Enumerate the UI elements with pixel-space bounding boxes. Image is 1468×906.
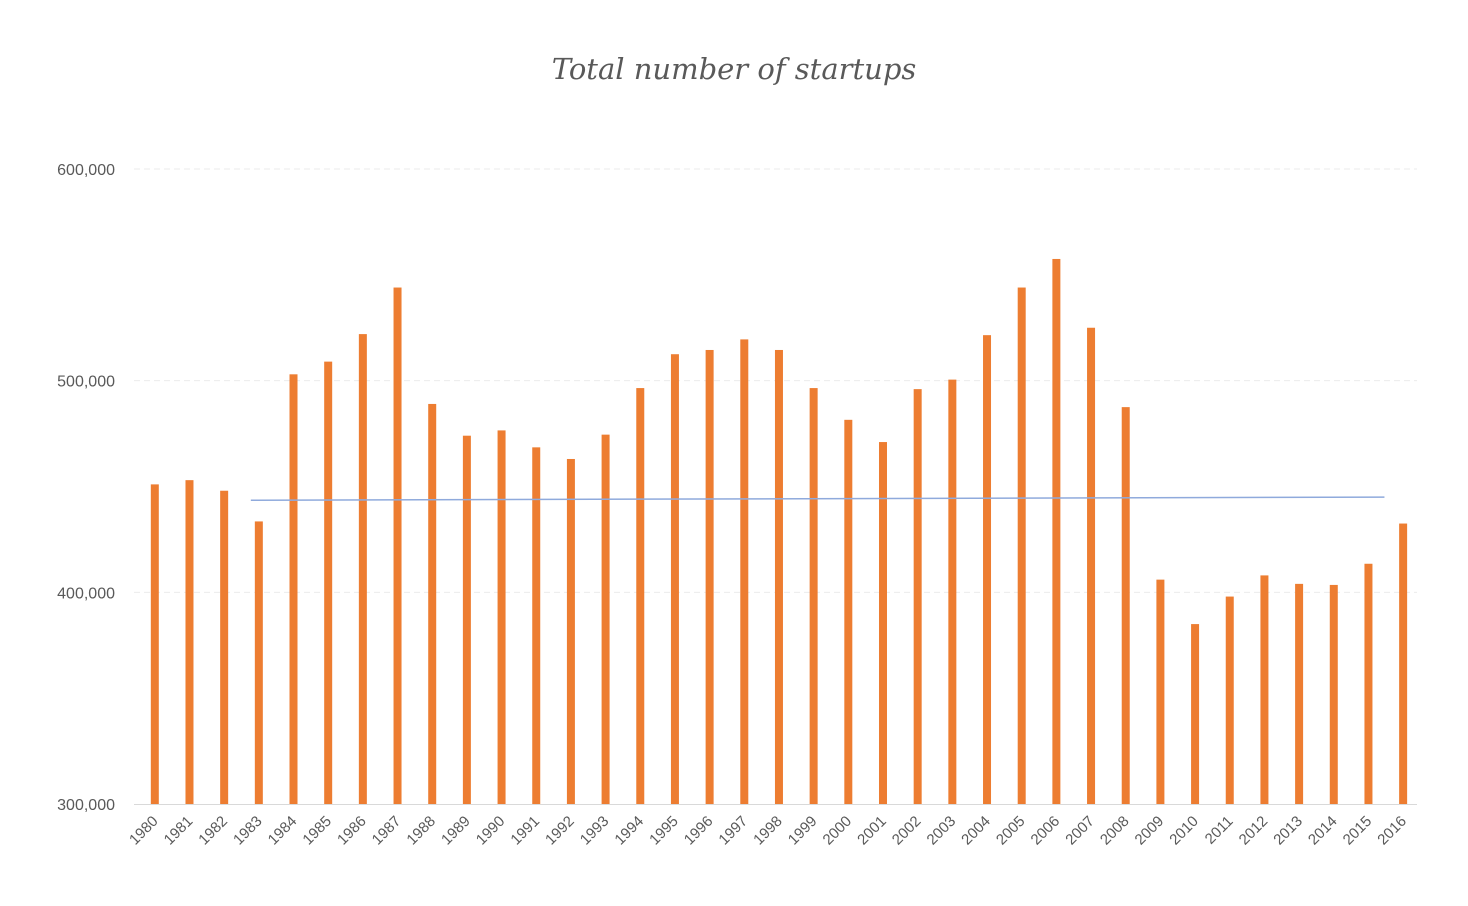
x-tick-label: 1996 (681, 813, 717, 849)
x-tick-label: 1983 (230, 813, 266, 849)
bar (358, 334, 367, 804)
x-tick-label: 1993 (577, 813, 613, 849)
bar (324, 361, 333, 804)
x-tick-label: 2009 (1132, 813, 1168, 849)
bar (185, 480, 194, 804)
x-tick-label: 1985 (299, 813, 335, 849)
bar (670, 354, 679, 804)
chart-title: Total number of startups (551, 52, 917, 86)
x-tick-label: 2006 (1028, 813, 1064, 849)
bar (566, 458, 575, 804)
bar (1329, 584, 1338, 804)
x-tick-label: 2013 (1270, 813, 1306, 849)
bar (393, 287, 402, 804)
bar (1295, 583, 1304, 804)
x-tick-label: 2012 (1236, 813, 1272, 849)
x-tick-label: 1992 (542, 813, 578, 849)
bar (1156, 579, 1165, 804)
x-tick-label: 1982 (195, 813, 231, 849)
y-tick-label: 600,000 (57, 162, 115, 179)
x-tick-label: 2007 (1062, 813, 1098, 849)
bar (1399, 523, 1408, 804)
bar (1364, 563, 1373, 804)
bar (878, 442, 887, 804)
bar (601, 434, 610, 804)
bar (983, 335, 992, 804)
x-tick-label: 2015 (1340, 813, 1376, 849)
y-tick-label: 500,000 (57, 374, 115, 391)
x-tick-label: 2000 (820, 813, 856, 849)
x-tick-label: 2001 (854, 813, 890, 849)
x-tick-label: 2005 (993, 813, 1029, 849)
x-tick-label: 1981 (161, 813, 197, 849)
bar (150, 484, 159, 804)
x-tick-label: 1986 (334, 813, 370, 849)
x-tick-label: 1995 (646, 813, 682, 849)
bar (1260, 575, 1269, 804)
bar (1017, 287, 1026, 804)
y-tick-label: 400,000 (57, 585, 115, 602)
x-tick-label: 1998 (750, 813, 786, 849)
x-tick-label: 1989 (438, 813, 474, 849)
bar (220, 490, 229, 804)
bar (1225, 596, 1234, 804)
x-tick-label: 2010 (1166, 813, 1202, 849)
x-tick-label: 2004 (958, 813, 994, 849)
bar (1191, 624, 1200, 804)
bar (532, 447, 541, 804)
bar (705, 349, 714, 804)
bar (948, 379, 957, 804)
x-tick-label: 1987 (369, 813, 405, 849)
x-tick-label: 2011 (1202, 813, 1237, 848)
x-tick-label: 1991 (507, 813, 543, 849)
bar (462, 435, 471, 804)
bar (1087, 327, 1096, 804)
x-tick-label: 1984 (265, 813, 301, 849)
bar (636, 388, 645, 804)
x-tick-label: 1994 (611, 813, 647, 849)
bar (809, 388, 818, 804)
y-tick-label: 300,000 (57, 797, 115, 814)
x-tick-label: 1999 (785, 813, 821, 849)
bar (740, 339, 749, 804)
bar (497, 430, 506, 804)
x-tick-label: 1990 (473, 813, 509, 849)
bar (913, 389, 922, 804)
bar (289, 374, 298, 804)
x-tick-label: 2016 (1374, 813, 1410, 849)
x-tick-label: 2008 (1097, 813, 1133, 849)
bar (428, 403, 437, 804)
bar (1121, 407, 1130, 804)
bar (774, 349, 783, 804)
x-tick-label: 2002 (889, 813, 925, 849)
x-tick-label: 1980 (126, 813, 162, 849)
x-tick-label: 2014 (1305, 813, 1341, 849)
x-tick-label: 1988 (403, 813, 439, 849)
x-tick-label: 2003 (924, 813, 960, 849)
bar (1052, 258, 1061, 804)
x-tick-label: 1997 (715, 813, 751, 849)
bar (254, 521, 263, 804)
trendline (250, 496, 1385, 502)
bar (844, 419, 853, 804)
